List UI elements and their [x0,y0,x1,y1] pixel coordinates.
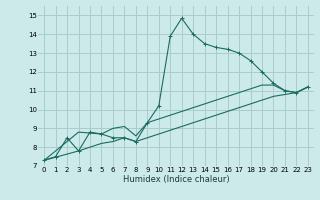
X-axis label: Humidex (Indice chaleur): Humidex (Indice chaleur) [123,175,229,184]
